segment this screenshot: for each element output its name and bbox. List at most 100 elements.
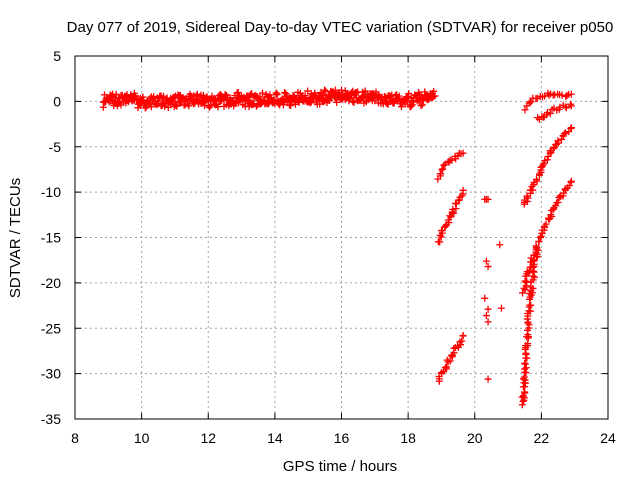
data-point-arc-G bbox=[567, 177, 575, 185]
data-point-scattered bbox=[481, 294, 489, 302]
data-point-near-zero-band bbox=[407, 102, 415, 110]
data-point-near-zero-band bbox=[169, 97, 177, 105]
data-point-near-zero-band bbox=[139, 93, 147, 101]
data-point-near-zero-band bbox=[295, 98, 303, 106]
y-tick-label: 0 bbox=[53, 93, 61, 109]
data-point-arc-B bbox=[442, 222, 450, 230]
data-point-arc-B bbox=[459, 186, 467, 194]
data-point-arc-G bbox=[535, 237, 543, 245]
data-point-near-zero-band bbox=[216, 97, 224, 105]
data-point-near-zero-band bbox=[417, 102, 425, 110]
data-point-near-zero-band bbox=[431, 92, 439, 100]
data-point-scattered bbox=[482, 257, 490, 265]
x-tick-label: 12 bbox=[200, 430, 216, 446]
y-tick-label: -15 bbox=[41, 230, 61, 246]
data-point-near-zero-band bbox=[318, 92, 326, 100]
y-tick-label: -20 bbox=[41, 275, 61, 291]
data-point-arc-D bbox=[563, 91, 571, 99]
data-point-near-zero-band bbox=[415, 89, 423, 97]
data-points bbox=[99, 86, 575, 409]
data-point-arc-H bbox=[521, 359, 529, 367]
data-point-arc-B bbox=[447, 213, 455, 221]
data-point-arc-H bbox=[524, 319, 532, 327]
data-point-near-zero-band bbox=[161, 102, 169, 110]
data-point-scattered bbox=[484, 195, 492, 203]
y-tick-label: -30 bbox=[41, 366, 61, 382]
data-point-near-zero-band bbox=[410, 98, 418, 106]
data-point-near-zero-band bbox=[170, 93, 178, 101]
data-point-arc-D bbox=[567, 90, 575, 98]
data-point-near-zero-band bbox=[350, 99, 358, 107]
data-point-arc-E bbox=[567, 102, 575, 110]
data-point-near-zero-band bbox=[185, 102, 193, 110]
data-point-near-zero-band bbox=[304, 87, 312, 95]
data-point-near-zero-band bbox=[246, 91, 254, 99]
data-point-arc-E bbox=[566, 100, 574, 108]
data-point-arc-A bbox=[438, 166, 446, 174]
data-point-scattered bbox=[496, 241, 504, 249]
data-point-arc-F bbox=[532, 175, 540, 183]
data-point-near-zero-band bbox=[256, 93, 264, 101]
data-point-arc-C bbox=[458, 337, 466, 345]
data-point-arc-H bbox=[527, 301, 535, 309]
data-point-arc-H bbox=[526, 307, 534, 315]
x-tick-label: 8 bbox=[71, 430, 79, 446]
data-point-scattered bbox=[484, 375, 492, 383]
data-point-arc-C bbox=[459, 332, 467, 340]
data-point-arc-E bbox=[546, 109, 554, 117]
data-point-arc-F bbox=[539, 161, 547, 169]
data-point-arc-C bbox=[443, 363, 451, 371]
data-point-arc-B bbox=[454, 196, 462, 204]
data-point-arc-G bbox=[521, 286, 529, 294]
data-point-arc-F bbox=[567, 124, 575, 132]
data-point-arc-H bbox=[521, 376, 529, 384]
data-point-near-zero-band bbox=[316, 100, 324, 108]
data-point-near-zero-band bbox=[252, 102, 260, 110]
data-point-near-zero-band bbox=[173, 102, 181, 110]
data-point-near-zero-band bbox=[418, 101, 426, 109]
y-tick-label: -5 bbox=[49, 139, 62, 155]
y-tick-label: -10 bbox=[41, 184, 61, 200]
data-point-arc-G bbox=[565, 182, 573, 190]
data-point-arc-H bbox=[518, 393, 526, 401]
data-point-arc-F bbox=[554, 137, 562, 145]
x-tick-label: 16 bbox=[334, 430, 350, 446]
x-tick-label: 14 bbox=[267, 430, 283, 446]
data-point-near-zero-band bbox=[321, 86, 329, 94]
data-point-near-zero-band bbox=[331, 86, 339, 94]
data-point-near-zero-band bbox=[234, 89, 242, 97]
data-point-arc-B bbox=[436, 238, 444, 246]
data-point-arc-F bbox=[527, 186, 535, 194]
data-point-near-zero-band bbox=[416, 90, 424, 98]
data-point-arc-H bbox=[518, 401, 526, 409]
data-point-near-zero-band bbox=[172, 101, 180, 109]
data-point-near-zero-band bbox=[159, 92, 167, 100]
y-tick-label: 5 bbox=[53, 48, 61, 64]
data-point-near-zero-band bbox=[301, 92, 309, 100]
data-point-near-zero-band bbox=[112, 90, 120, 98]
data-point-arc-B bbox=[437, 233, 445, 241]
y-tick-label: -35 bbox=[41, 411, 61, 427]
data-point-near-zero-band bbox=[258, 89, 266, 97]
data-point-near-zero-band bbox=[430, 87, 438, 95]
data-point-near-zero-band bbox=[168, 98, 176, 106]
data-point-arc-H bbox=[522, 364, 530, 372]
data-point-scattered bbox=[497, 304, 505, 312]
data-point-near-zero-band bbox=[214, 103, 222, 111]
data-point-arc-G bbox=[532, 242, 540, 250]
data-point-arc-A bbox=[459, 149, 467, 157]
data-point-arc-F bbox=[540, 160, 548, 168]
data-point-arc-H bbox=[534, 246, 542, 254]
data-point-scattered bbox=[484, 263, 492, 271]
data-point-arc-B bbox=[449, 205, 457, 213]
data-point-arc-F bbox=[543, 156, 551, 164]
data-point-arc-A bbox=[437, 170, 445, 178]
data-point-arc-A bbox=[440, 161, 448, 169]
data-point-arc-B bbox=[450, 209, 458, 217]
data-point-arc-F bbox=[547, 148, 555, 156]
data-point-arc-H bbox=[533, 250, 541, 258]
data-point-near-zero-band bbox=[311, 89, 319, 97]
data-point-near-zero-band bbox=[287, 102, 295, 110]
chart-title: Day 077 of 2019, Sidereal Day-to-day VTE… bbox=[67, 19, 614, 36]
